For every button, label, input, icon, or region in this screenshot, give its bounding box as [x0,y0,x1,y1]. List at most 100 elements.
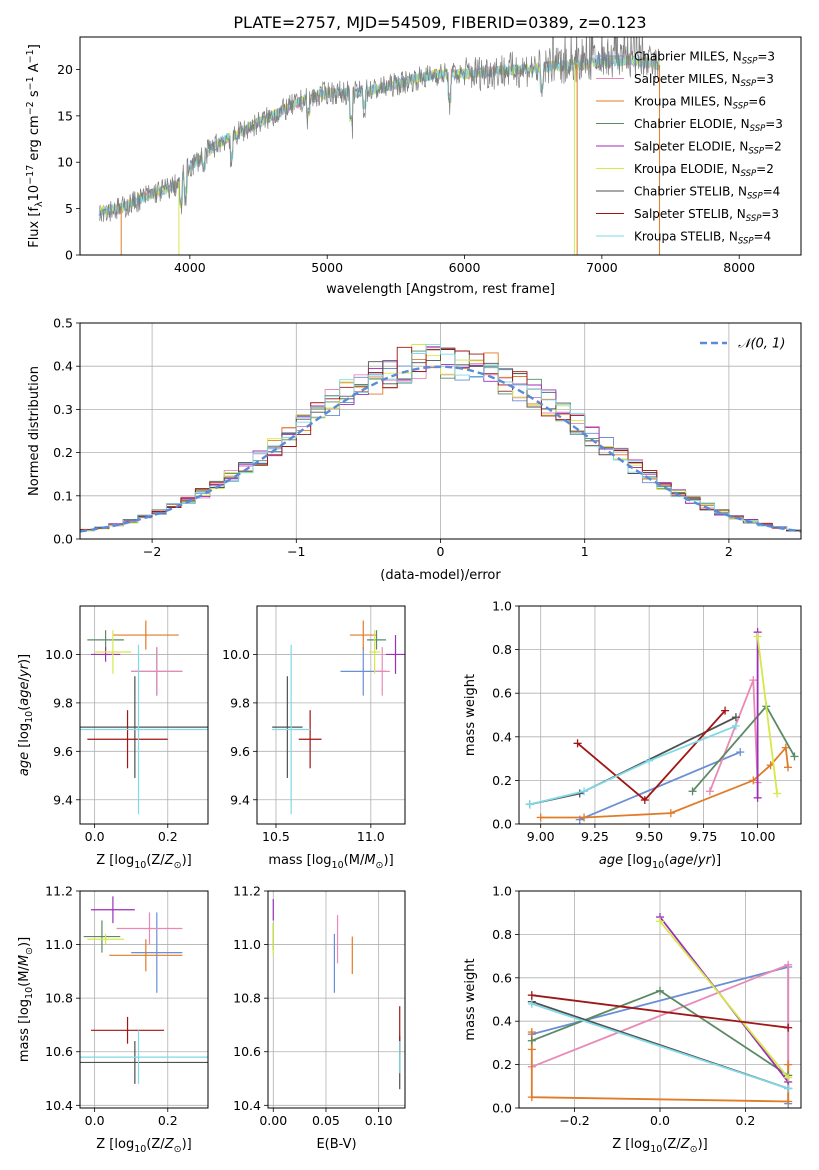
x-tick-label: 0 [437,544,445,559]
data-spectrum-line [98,37,660,222]
y-tick-label: 0.1 [53,488,73,503]
y-tick-label: 11.0 [45,937,73,952]
y-tick-label: 11.2 [45,884,73,899]
x-tick-label: 10.5 [262,829,290,844]
x-tick-label: 8000 [723,260,755,275]
legend-label: Chabrier STELIB, NSSP=4 [634,185,780,202]
y-axis-label: age [log10(age/yr)] [17,654,35,776]
legend-label: Chabrier MILES, NSSP=3 [634,50,775,67]
y-tick-label: 0.6 [492,970,512,985]
plot-content [80,343,801,539]
weight-line [531,994,789,1029]
x-axis-label: mass [log10(M/M⊙)] [268,853,393,871]
axes-frame [518,605,802,825]
x-tick-label: 1 [581,544,589,559]
x-tick-label: −0.2 [559,1113,589,1128]
y-tick-label: 10.4 [45,1098,73,1113]
y-tick-label: 9.6 [230,744,250,759]
y-tick-label: 10.8 [233,991,261,1006]
y-tick-label: 10.8 [45,991,73,1006]
legend-label: Salpeter MILES, NSSP=3 [634,72,774,89]
x-tick-label: 4000 [174,260,206,275]
x-axis-label: E(B-V) [316,1137,356,1152]
y-tick-label: 1.0 [492,599,512,614]
y-tick-label: 5 [65,201,73,216]
residuals-panel: −2 −1 0 1 2 0.0 0.1 0.2 0.3 0.4 0.5 𝒩(0, 1) (data-mo… [27,316,802,583]
x-tick-label: −1 [287,544,305,559]
legend-label: Salpeter STELIB, NSSP=3 [634,207,779,224]
y-tick-label: 15 [57,108,73,123]
y-tick-label: 10.6 [233,1044,261,1059]
y-tick-label: 10 [57,155,73,170]
plot-content [525,628,799,824]
y-tick-label: 0.6 [492,686,512,701]
plot-content [272,620,405,815]
y-tick-label: 9.8 [53,695,73,710]
normal-curve [80,365,801,533]
y-tick-label: 0.4 [492,1014,512,1029]
y-axis-label: Flux [fλ10−17 erg cm−2 s−1 A−1] [25,44,45,248]
plot-content [80,896,208,1084]
axes-frame [256,605,406,825]
y-tick-label: 0.2 [492,1057,512,1072]
x-tick-label: −2 [143,544,161,559]
plot-area [257,606,405,824]
weight-line [659,920,789,1079]
y-tick-label: 10.6 [45,1044,73,1059]
x-tick-label: 9.75 [689,829,717,844]
plot-content [272,899,401,1090]
y-tick-label: 10.0 [222,647,250,662]
y-tick-label: 9.4 [53,792,73,807]
x-tick-label: 2 [725,544,733,559]
y-tick-label: 9.8 [230,695,250,710]
x-axis-label: Z [log10(Z/Z⊙)] [96,853,191,871]
y-tick-label: 9.6 [53,744,73,759]
x-tick-label: 11.0 [357,829,385,844]
y-axis-label: mass [log10(M/M⊙)] [17,937,35,1062]
y-tick-label: 1.0 [492,884,512,899]
axes-frame [79,890,209,1109]
legend-label: Kroupa MILES, NSSP=6 [634,95,766,112]
y-tick-label: 11.2 [233,884,261,899]
x-axis-label: Z [log10(Z/Z⊙)] [96,1137,191,1155]
x-tick-label: 0.0 [85,1113,105,1128]
x-tick-label: 6000 [449,260,481,275]
y-tick-label: 0.3 [53,402,73,417]
legend-label: Kroupa STELIB, NSSP=4 [634,230,771,247]
y-tick-label: 0.2 [492,773,512,788]
x-tick-label: 5000 [311,260,343,275]
y-tick-label: 0.4 [53,359,73,374]
weight-line [531,1002,789,1090]
y-axis-label: Normed distribution [27,366,42,496]
x-axis-label: age [log10(age/yr)] [599,853,721,871]
x-tick-label: 9.00 [527,829,555,844]
legend-label: Kroupa ELODIE, NSSP=2 [634,162,774,179]
x-tick-label: 0.2 [158,1113,178,1128]
y-axis-label: mass weight [463,674,478,756]
weight-vs-metallicity-panel: −0.2 0.0 0.2 0.0 0.2 0.4 0.6 0.8 1.0 Z [log10(Z/Z… [463,884,802,1155]
axes-frame [79,605,209,825]
x-tick-label: 0.0 [85,829,105,844]
y-tick-label: 9.4 [230,792,250,807]
age-vs-metallicity-panel: 0.0 0.2 9.4 9.6 9.8 10.0 Z [log10(Z/Z⊙)] age [l… [17,605,209,871]
x-tick-label: 7000 [586,260,618,275]
plot-content [80,620,208,815]
x-tick-label: 0.2 [736,1113,756,1128]
weight-line [529,725,737,806]
x-tick-label: 0.05 [312,1113,340,1128]
plot-area [80,606,208,824]
weight-line [756,636,778,794]
y-axis-label: mass weight [463,958,478,1040]
x-tick-label: 0.00 [259,1113,287,1128]
x-tick-label: 10.00 [740,829,776,844]
y-tick-label: 0.5 [53,316,73,331]
x-axis-label: wavelength [Angstrom, rest frame] [326,282,555,297]
y-tick-label: 0.8 [492,642,512,657]
plot-content [527,913,793,1108]
y-tick-label: 0.0 [492,1101,512,1116]
x-tick-label: 0.2 [158,829,178,844]
weight-line [579,751,741,821]
x-tick-label: 9.50 [635,829,663,844]
legend-label: Salpeter ELODIE, NSSP=2 [634,140,782,157]
